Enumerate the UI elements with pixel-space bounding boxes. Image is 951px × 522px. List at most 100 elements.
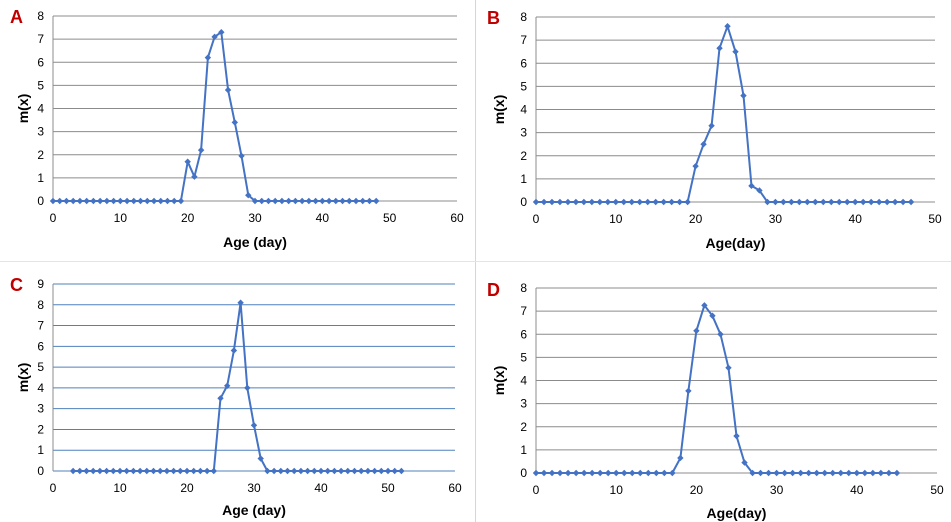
data-point-marker — [604, 469, 612, 477]
data-point-marker — [371, 467, 378, 475]
data-point-marker — [637, 469, 644, 477]
data-point-marker — [49, 197, 57, 205]
x-tick-label: 50 — [930, 483, 944, 497]
data-point-marker — [250, 422, 258, 429]
data-point-marker — [741, 459, 748, 466]
data-point-marker — [813, 469, 820, 477]
data-point-marker — [359, 197, 366, 205]
data-point-marker — [143, 467, 150, 475]
data-point-marker — [311, 467, 318, 475]
data-point-marker — [137, 197, 144, 205]
data-point-marker — [183, 467, 191, 475]
data-point-marker — [588, 198, 596, 206]
data-point-marker — [130, 467, 137, 475]
data-point-marker — [540, 198, 548, 206]
data-point-marker — [532, 469, 540, 477]
data-point-marker — [772, 198, 779, 206]
data-point-marker — [217, 395, 224, 402]
data-point-marker — [391, 467, 398, 475]
x-tick-label: 30 — [248, 211, 262, 225]
data-point-marker — [366, 197, 373, 205]
x-axis-title: Age(day) — [707, 505, 767, 521]
data-point-marker — [298, 197, 306, 205]
data-point-marker — [63, 197, 70, 205]
data-point-marker — [110, 467, 117, 475]
data-point-marker — [76, 467, 83, 475]
data-point-marker — [224, 382, 231, 390]
data-point-marker — [629, 469, 636, 477]
data-point-marker — [285, 197, 292, 205]
data-point-marker — [676, 198, 683, 206]
panel-letter-b: B — [487, 8, 500, 28]
series-line — [53, 31, 377, 202]
data-point-marker — [177, 197, 185, 205]
y-tick-label: 1 — [520, 443, 527, 457]
x-tick-label: 30 — [247, 481, 261, 495]
data-point-marker — [123, 467, 130, 475]
data-point-marker — [292, 197, 299, 205]
data-point-marker — [136, 467, 144, 475]
data-point-marker — [708, 122, 715, 129]
data-point-marker — [580, 198, 588, 206]
data-point-marker — [231, 119, 238, 126]
series-line — [73, 301, 402, 472]
data-point-marker — [837, 469, 844, 477]
chart-b-svg: 0 1 2 3 4 5 6 7 8 0 10 20 30 40 50 Age(day) m(x) B — [487, 8, 942, 251]
data-point-marker — [344, 467, 351, 475]
x-tick-label: 30 — [769, 212, 783, 226]
data-point-marker — [224, 86, 232, 94]
data-point-marker — [693, 327, 700, 334]
data-point-marker — [352, 197, 360, 205]
data-point-marker — [636, 198, 643, 206]
x-tick-label: 20 — [690, 483, 704, 497]
data-point-marker — [733, 432, 740, 440]
data-point-marker — [164, 197, 171, 205]
data-point-marker — [319, 197, 326, 205]
data-point-marker — [580, 469, 588, 477]
data-point-marker — [171, 197, 178, 205]
x-tick-label: 40 — [849, 212, 863, 226]
data-point-marker — [373, 197, 380, 205]
y-tick-label: 5 — [520, 79, 527, 93]
x-tick-label: 0 — [50, 481, 57, 495]
data-point-marker — [645, 469, 652, 477]
data-point-marker — [339, 197, 346, 205]
data-point-marker — [96, 467, 104, 475]
x-tick-label: 30 — [770, 483, 784, 497]
data-point-marker — [869, 469, 877, 477]
data-point-marker — [556, 469, 564, 477]
data-point-marker — [69, 467, 77, 475]
data-point-marker — [278, 197, 286, 205]
y-tick-label: 0 — [520, 466, 527, 480]
y-tick-label: 0 — [37, 464, 44, 478]
x-tick-label: 20 — [180, 481, 194, 495]
data-point-marker — [716, 45, 723, 52]
data-point-marker — [613, 469, 620, 477]
data-point-marker — [756, 187, 763, 194]
x-tick-label: 10 — [114, 211, 128, 225]
data-point-marker — [685, 387, 692, 395]
y-tick-label: 8 — [37, 298, 44, 312]
data-point-marker — [358, 467, 365, 475]
data-point-marker — [218, 28, 225, 36]
data-point-marker — [724, 23, 731, 30]
panel-letter-c: C — [10, 275, 23, 295]
data-point-marker — [170, 467, 177, 475]
data-point-marker — [272, 197, 279, 205]
data-point-marker — [317, 467, 325, 475]
y-tick-label: 9 — [37, 277, 44, 291]
y-tick-label: 7 — [520, 33, 527, 47]
data-point-marker — [324, 467, 331, 475]
y-tick-label: 6 — [520, 327, 527, 341]
data-point-marker — [346, 197, 353, 205]
data-point-marker — [660, 198, 667, 206]
y-tick-label: 0 — [37, 194, 44, 208]
data-point-marker — [197, 467, 204, 475]
x-tick-label: 0 — [533, 212, 540, 226]
data-point-marker — [899, 198, 907, 206]
data-point-marker — [244, 384, 251, 392]
y-tick-label: 1 — [520, 172, 527, 186]
data-point-marker — [677, 454, 684, 462]
data-point-marker — [668, 198, 675, 206]
y-axis-title: m(x) — [491, 95, 507, 125]
